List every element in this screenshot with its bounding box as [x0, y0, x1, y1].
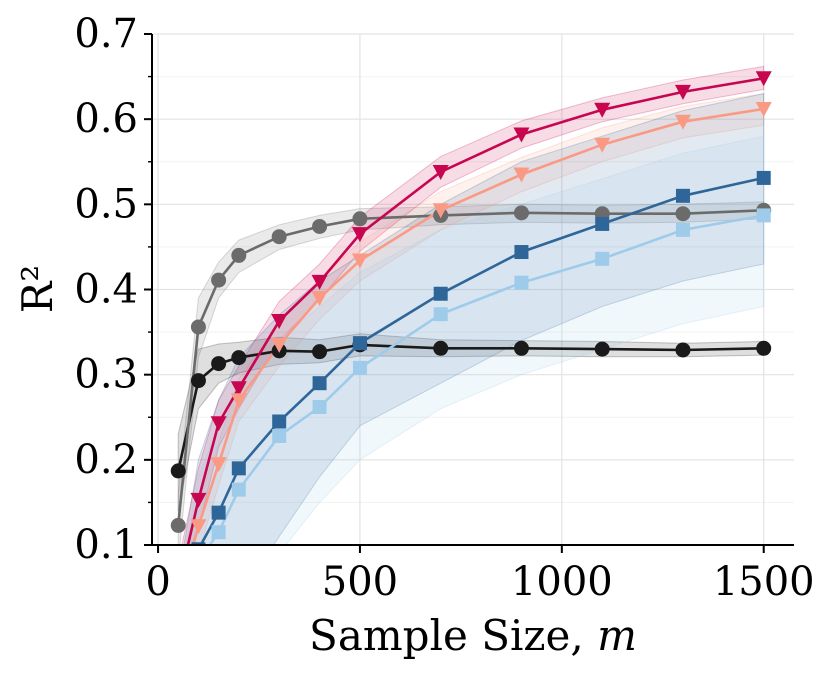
y-tick-label: 0.2: [74, 437, 138, 483]
y-tick-label: 0.1: [74, 522, 138, 568]
data-point: [432, 164, 449, 180]
y-tick-label: 0.4: [74, 267, 138, 313]
data-point: [170, 463, 186, 479]
data-point: [674, 114, 691, 130]
data-point: [190, 373, 206, 389]
data-point: [755, 71, 772, 87]
data-point: [271, 337, 288, 353]
data-point: [756, 170, 771, 185]
series-line-4: [191, 107, 764, 545]
data-point: [514, 275, 529, 290]
data-point: [433, 307, 448, 322]
data-point: [312, 218, 328, 234]
data-point: [756, 208, 771, 223]
data-point: [272, 414, 287, 429]
data-point: [312, 376, 327, 391]
data-point: [432, 203, 449, 219]
data-point: [595, 216, 610, 231]
data-point: [190, 519, 207, 535]
data-point: [433, 286, 448, 301]
data-point: [231, 247, 247, 263]
data-point: [513, 127, 530, 143]
data-point: [351, 227, 368, 243]
data-point: [312, 400, 327, 415]
data-point: [170, 581, 186, 596]
data-point: [170, 517, 186, 533]
series-markers: [170, 71, 772, 620]
data-point: [594, 102, 611, 118]
y-tick-label: 0.7: [74, 11, 138, 57]
data-point: [433, 340, 449, 356]
data-point: [594, 341, 610, 357]
data-point: [352, 360, 367, 375]
series-line-2: [176, 209, 764, 526]
data-point: [211, 356, 227, 372]
y-tick-label: 0.3: [74, 352, 138, 398]
data-point: [171, 606, 185, 620]
data-point: [674, 84, 691, 100]
data-point: [211, 525, 226, 540]
data-point: [271, 229, 287, 245]
data-point: [675, 188, 690, 203]
ticks: 0.1 0.2 0.3 0.4 0.5 0.6 0.7 0 500 1000 1500: [74, 11, 814, 605]
data-point: [352, 336, 367, 351]
series-line-3: [186, 77, 764, 545]
y-tick-label: 0.6: [74, 96, 138, 142]
data-point: [272, 428, 287, 443]
data-point: [210, 457, 227, 473]
data-point: [211, 505, 226, 520]
data-point: [312, 344, 328, 360]
y-axis-label: R²: [13, 265, 62, 313]
y-tick-label: 0.5: [74, 181, 138, 227]
data-point: [231, 350, 247, 366]
data-point: [170, 589, 186, 604]
data-point: [171, 598, 185, 612]
data-point: [231, 482, 246, 497]
grid: [152, 33, 794, 546]
data-point: [756, 340, 772, 356]
data-point: [191, 542, 206, 545]
data-point: [191, 555, 205, 569]
data-point: [513, 167, 530, 183]
confidence-band-3: [181, 65, 765, 545]
data-point: [675, 222, 690, 237]
data-point: [210, 416, 227, 432]
x-tick-label: 1000: [511, 559, 613, 605]
data-point: [211, 272, 227, 288]
data-point: [190, 319, 206, 335]
data-point: [271, 314, 288, 330]
data-point: [514, 245, 529, 260]
x-tick-label: 0: [145, 559, 170, 605]
data-point: [230, 381, 247, 397]
data-point: [351, 253, 368, 269]
data-point: [190, 492, 207, 508]
data-point: [513, 205, 529, 221]
data-point: [352, 211, 368, 227]
data-point: [595, 251, 610, 266]
data-point: [231, 461, 246, 476]
data-point: [675, 206, 691, 222]
data-point: [230, 393, 247, 409]
data-point: [594, 137, 611, 153]
data-point: [513, 340, 529, 356]
x-tick-label: 500: [322, 559, 398, 605]
data-point: [675, 342, 691, 358]
data-point: [755, 101, 772, 117]
data-point: [311, 291, 328, 307]
x-tick-label: 1500: [713, 559, 815, 605]
data-point: [311, 274, 328, 290]
x-axis-label: Sample Size, m: [309, 611, 637, 660]
